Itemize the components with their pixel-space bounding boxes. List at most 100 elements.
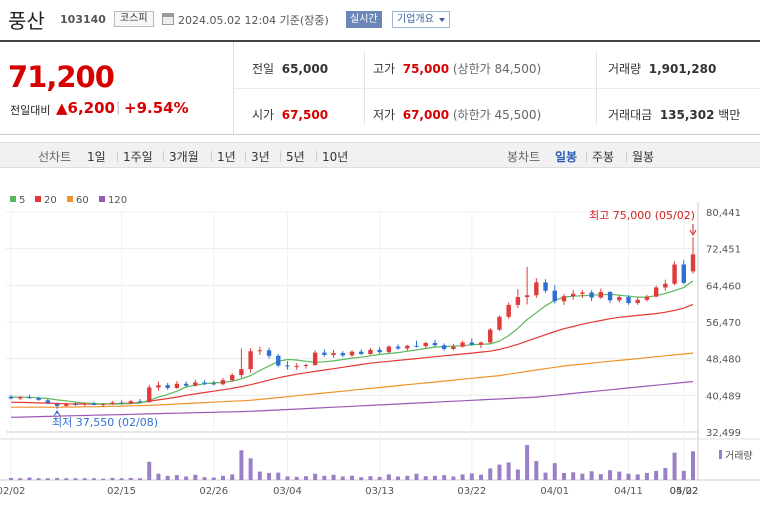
tab-separator	[280, 151, 281, 162]
candle-body	[137, 401, 143, 403]
tab-candle-1[interactable]: 주봉	[592, 150, 615, 164]
candle-body	[322, 352, 327, 355]
tab-candle-0[interactable]: 일봉	[555, 150, 578, 164]
lower-limit: (하한가 45,500)	[452, 108, 542, 122]
candle-body	[405, 345, 410, 349]
candle-chart-label: 봉차트	[507, 150, 541, 164]
candle-body	[100, 404, 106, 406]
y-tick-label: 56,470	[706, 318, 741, 329]
volume-bar	[654, 470, 659, 480]
tab-line-1[interactable]: 1주일	[123, 150, 153, 164]
candle-body	[27, 397, 32, 399]
candle-body	[460, 342, 465, 347]
volume-bar	[377, 476, 382, 480]
max-arrow-icon	[689, 229, 697, 236]
tab-candle-2[interactable]: 월봉	[632, 150, 655, 164]
volume-bar	[479, 474, 484, 480]
tab-separator	[586, 151, 587, 162]
volume-bar	[423, 476, 428, 480]
tab-separator	[626, 151, 627, 162]
candle-body	[303, 364, 309, 366]
company-overview-label: 기업개요	[397, 14, 434, 25]
legend-label-120: 120	[108, 195, 127, 206]
legend-swatch-5	[10, 196, 16, 202]
volume-bar	[617, 471, 622, 480]
tab-line-2[interactable]: 3개월	[169, 150, 199, 164]
quote-divider	[364, 52, 365, 124]
volume-bar	[350, 475, 354, 480]
candle-body	[82, 403, 87, 405]
candle-body	[36, 398, 41, 400]
volume-bar	[322, 475, 327, 480]
x-tick-label: 02/26	[199, 486, 228, 497]
candle-body	[395, 346, 401, 349]
tab-line-6[interactable]: 10년	[322, 150, 349, 164]
candle-body	[663, 283, 668, 288]
volume-bar	[285, 476, 290, 480]
low-price: 저가 67,000 (하한가 45,500)	[373, 106, 541, 123]
volume-bar	[488, 468, 493, 480]
x-tick-label: 03/22	[457, 486, 486, 497]
volume-bar	[174, 475, 179, 480]
tab-line-5[interactable]: 5년	[286, 150, 305, 164]
amount-unit: 백만	[718, 108, 741, 122]
tab-line-3[interactable]: 1년	[217, 150, 236, 164]
candle-body	[488, 329, 493, 343]
candle-body	[119, 402, 124, 404]
y-tick-label: 48,480	[706, 355, 741, 366]
volume-bar	[608, 470, 613, 480]
volume-bar	[331, 474, 336, 480]
min-arrow-icon	[53, 409, 61, 417]
candle-body	[202, 382, 207, 384]
candle-body	[266, 350, 272, 356]
stock-name: 풍산	[8, 9, 45, 33]
volume-label: 거래량	[608, 62, 642, 76]
legend-label-5: 5	[19, 195, 25, 206]
volume-bar	[432, 475, 437, 480]
candle-body	[690, 254, 696, 272]
x-tick-label: 03/04	[273, 486, 302, 497]
high-price: 고가 75,000 (상한가 84,500)	[373, 60, 541, 77]
candle-body	[497, 316, 502, 330]
candle-body	[534, 282, 539, 296]
volume-bar	[147, 461, 152, 480]
volume-bar	[294, 476, 299, 480]
candle-body	[147, 387, 152, 403]
change-label: 전일대비	[10, 104, 51, 117]
volume-bar	[552, 463, 557, 480]
candle-body	[570, 293, 576, 297]
volume-bar	[460, 474, 465, 480]
price-chart[interactable]: 5 20 60 120 80,441 72,451 64,460 56,470 48,480 40…	[0, 190, 760, 515]
candle-body	[45, 400, 51, 404]
candle-body	[386, 346, 392, 353]
tab-line-4[interactable]: 3년	[251, 150, 270, 164]
volume-bar	[469, 473, 474, 480]
volume-bar	[193, 474, 198, 480]
x-tick-label: 03/13	[365, 486, 394, 497]
open-price: 시가 67,500	[252, 106, 328, 123]
volume-bar	[239, 450, 244, 480]
candle-body	[451, 346, 456, 349]
volume-bar	[128, 477, 133, 480]
volume-bar	[681, 470, 686, 480]
y-tick-label: 80,441	[706, 208, 741, 219]
candle-body	[276, 355, 281, 366]
volume-bar	[276, 472, 281, 480]
tab-line-0[interactable]: 1일	[87, 150, 106, 164]
candle-body	[524, 295, 530, 298]
volume-bar	[184, 476, 189, 480]
volume-bar	[91, 478, 96, 480]
volume-value: 1,901,280	[648, 62, 717, 76]
candle-body	[64, 404, 69, 406]
volume-bar	[672, 452, 677, 480]
volume-bar	[156, 473, 161, 480]
y-tick-label: 72,451	[706, 245, 741, 256]
volume-bar	[589, 471, 594, 480]
volume-bar	[598, 474, 603, 480]
candle-body	[257, 350, 263, 352]
volume-bar	[64, 478, 69, 480]
candle-body	[423, 342, 428, 347]
company-overview-dropdown[interactable]: 기업개요	[392, 11, 450, 28]
realtime-button[interactable]: 실시간	[346, 11, 382, 28]
candle-body	[8, 396, 14, 399]
